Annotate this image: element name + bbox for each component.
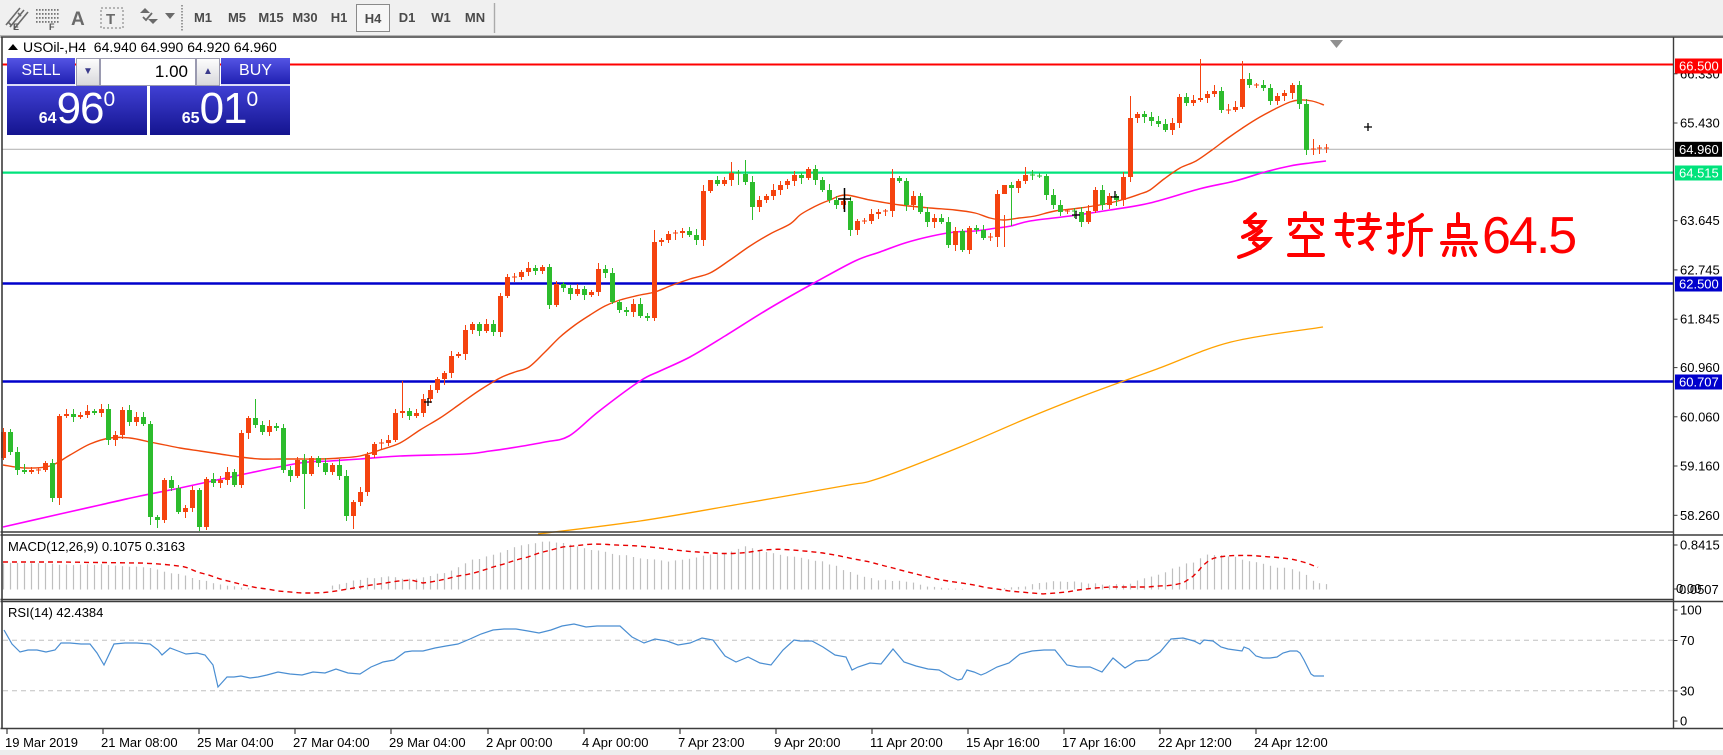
svg-text:58.260: 58.260 — [1680, 508, 1720, 523]
svg-text:66.500: 66.500 — [1679, 59, 1719, 74]
svg-text:T: T — [106, 11, 115, 28]
svg-text:65.430: 65.430 — [1680, 116, 1720, 131]
svg-text:9 Apr 20:00: 9 Apr 20:00 — [774, 735, 841, 750]
svg-text:0.00: 0.00 — [1676, 581, 1701, 596]
svg-text:17 Apr 16:00: 17 Apr 16:00 — [1062, 735, 1136, 750]
svg-text:7 Apr 23:00: 7 Apr 23:00 — [678, 735, 745, 750]
svg-text:64.960: 64.960 — [1679, 142, 1719, 157]
svg-text:25 Mar 04:00: 25 Mar 04:00 — [197, 735, 274, 750]
svg-text:15 Apr 16:00: 15 Apr 16:00 — [966, 735, 1040, 750]
svg-text:64.515: 64.515 — [1679, 166, 1719, 181]
svg-text:A: A — [71, 9, 85, 30]
svg-text:0.8415: 0.8415 — [1680, 538, 1720, 553]
svg-text:100: 100 — [1680, 603, 1702, 618]
svg-text:RSI(14) 42.4384: RSI(14) 42.4384 — [8, 605, 103, 620]
svg-text:0.0507: 0.0507 — [1679, 582, 1719, 597]
svg-text:60.060: 60.060 — [1680, 409, 1720, 424]
svg-text:19 Mar 2019: 19 Mar 2019 — [5, 735, 78, 750]
svg-text:30: 30 — [1680, 684, 1694, 699]
svg-text:F: F — [49, 22, 55, 32]
svg-text:USOil-,H4 64.940 64.990 64.92: USOil-,H4 64.940 64.990 64.920 64.960 — [23, 39, 277, 55]
svg-text:62.745: 62.745 — [1680, 262, 1720, 277]
svg-text:MACD(12,26,9) 0.1075 0.3163: MACD(12,26,9) 0.1075 0.3163 — [8, 539, 185, 554]
svg-text:70: 70 — [1680, 633, 1694, 648]
svg-text:27 Mar 04:00: 27 Mar 04:00 — [293, 735, 370, 750]
svg-text:22 Apr 12:00: 22 Apr 12:00 — [1158, 735, 1232, 750]
svg-text:63.645: 63.645 — [1680, 213, 1720, 228]
svg-text:0: 0 — [1680, 714, 1687, 729]
svg-text:2 Apr 00:00: 2 Apr 00:00 — [486, 735, 553, 750]
svg-text:62.500: 62.500 — [1679, 277, 1719, 292]
svg-text:59.160: 59.160 — [1680, 459, 1720, 474]
svg-text:E: E — [13, 22, 19, 32]
svg-text:21 Mar 08:00: 21 Mar 08:00 — [101, 735, 178, 750]
svg-text:60.707: 60.707 — [1679, 375, 1719, 390]
svg-text:29 Mar 04:00: 29 Mar 04:00 — [389, 735, 466, 750]
svg-text:64.5: 64.5 — [1482, 207, 1575, 265]
svg-text:60.960: 60.960 — [1680, 360, 1720, 375]
svg-text:11 Apr 20:00: 11 Apr 20:00 — [870, 735, 943, 750]
svg-text:61.845: 61.845 — [1680, 312, 1720, 327]
svg-text:4 Apr 00:00: 4 Apr 00:00 — [582, 735, 649, 750]
svg-text:24 Apr 12:00: 24 Apr 12:00 — [1254, 735, 1328, 750]
